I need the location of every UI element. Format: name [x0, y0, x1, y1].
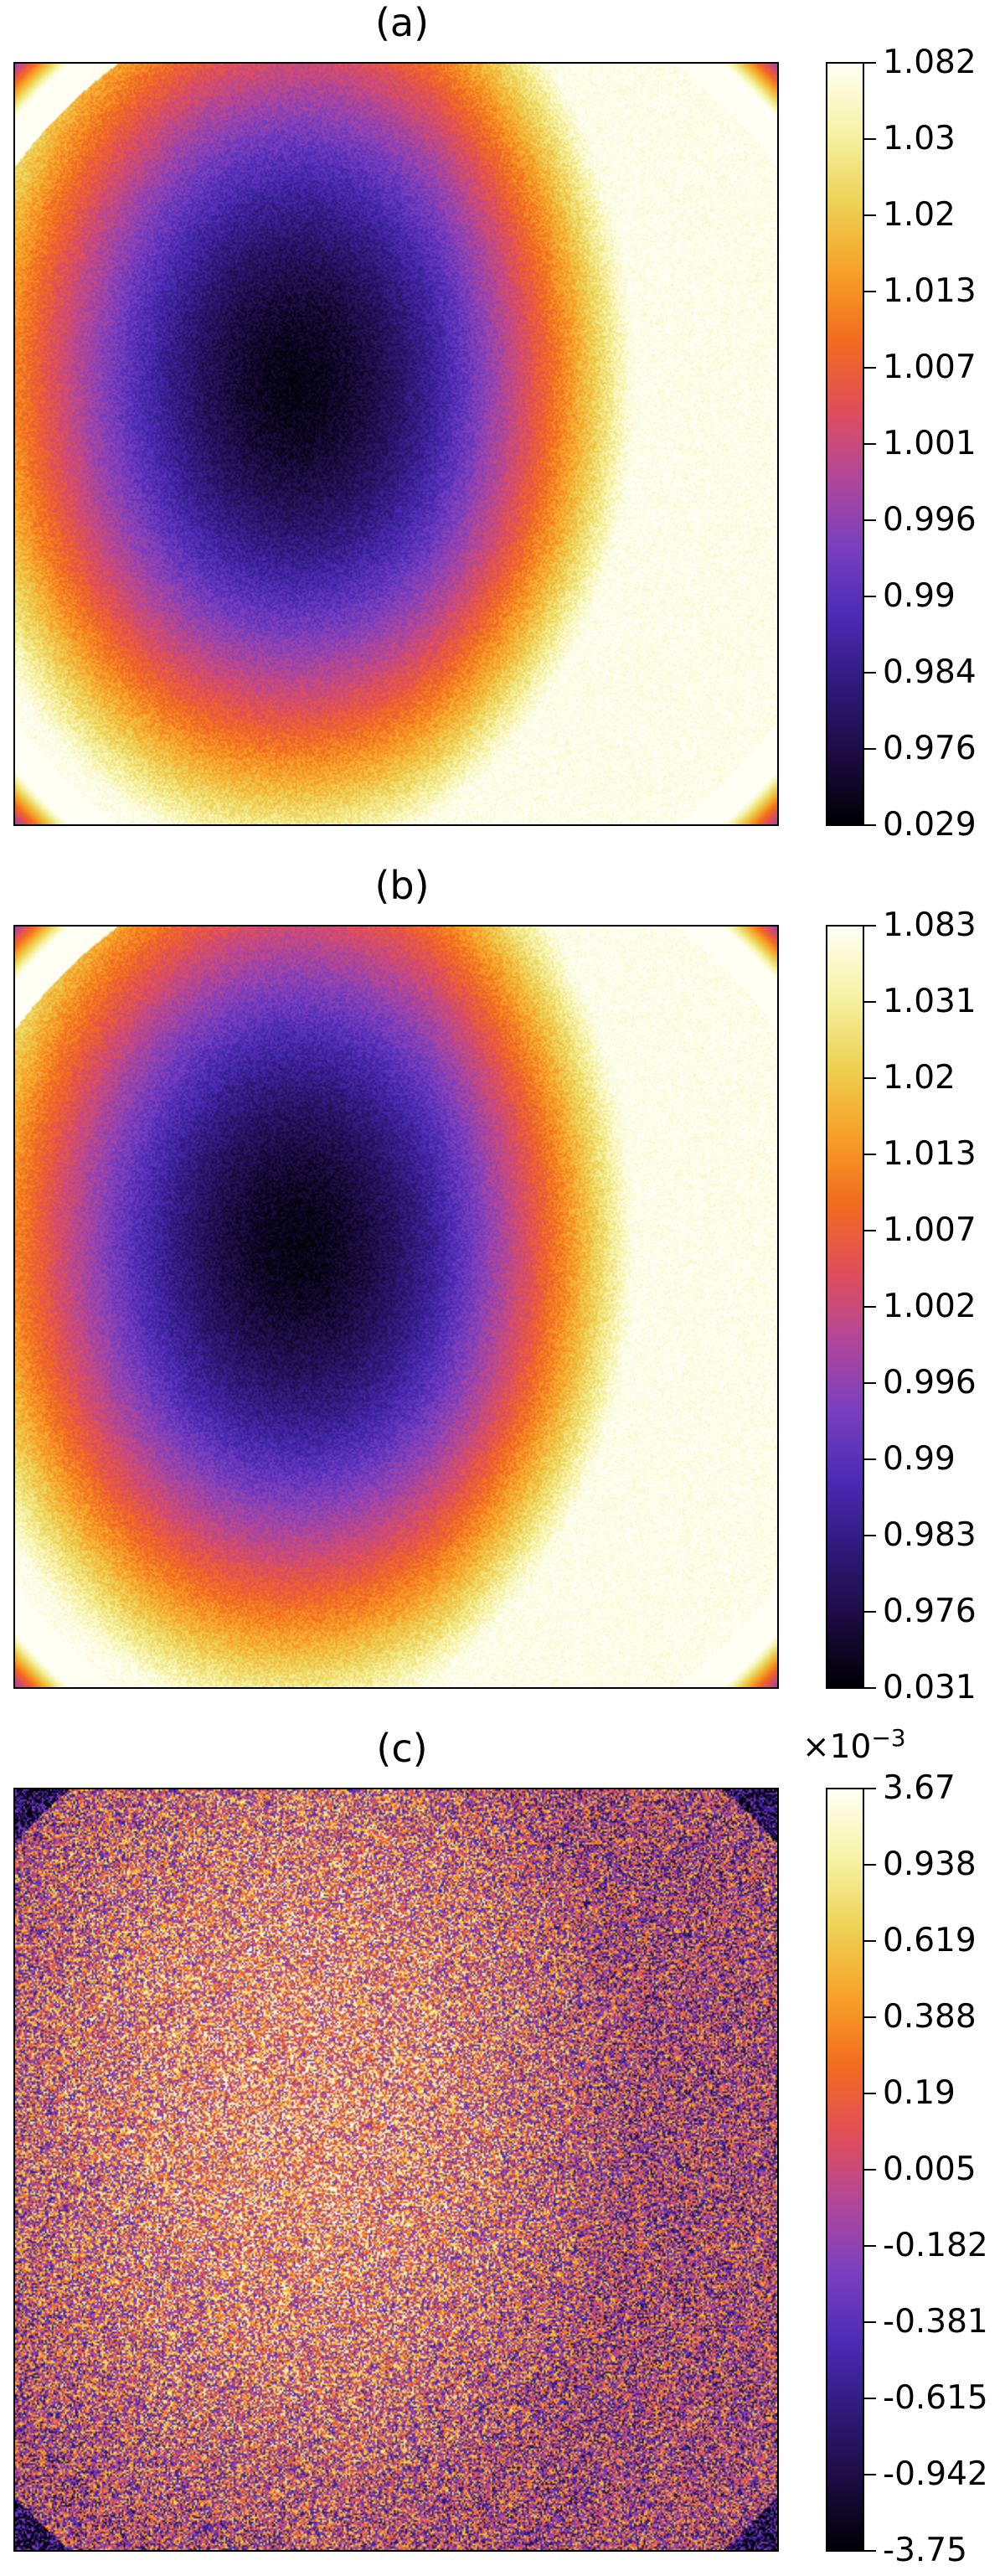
colorbar-tick	[864, 214, 876, 216]
colorbar-tick-label: 1.02	[883, 196, 956, 234]
colorbar-tick	[864, 62, 876, 64]
colorbar-tick-label: 1.007	[883, 348, 977, 386]
colorbar-tick-label: 0.976	[883, 1593, 977, 1630]
colorbar-tick-label: 1.03	[883, 120, 956, 157]
colorbar-tick-label: -0.942	[883, 2455, 988, 2493]
colorbar-tick	[864, 824, 876, 826]
colorbar-tick	[864, 1077, 876, 1079]
colorbar-tick	[864, 1611, 876, 1613]
colorbar-tick-label: 0.19	[883, 2074, 956, 2112]
colorbar-tick	[864, 1306, 876, 1308]
colorbar-tick-label: 0.388	[883, 1998, 977, 2036]
colorbar-tick-label: 0.984	[883, 653, 977, 691]
colorbar-tick	[864, 2016, 876, 2018]
panel-a-title: (a)	[374, 0, 430, 45]
colorbar-tick	[864, 1535, 876, 1536]
colorbar-tick	[864, 2474, 876, 2475]
colorbar-tick	[864, 138, 876, 140]
colorbar-tick-label: 0.983	[883, 1516, 977, 1554]
colorbar-tick-label: -0.182	[883, 2227, 988, 2264]
panel-c-colorbar	[826, 1788, 864, 2552]
colorbar-tick	[864, 2093, 876, 2094]
colorbar-tick-label: 0.99	[883, 1440, 956, 1478]
panel-c-title: (c)	[376, 1726, 428, 1771]
colorbar-tick	[864, 1864, 876, 1866]
colorbar-tick-label: 1.013	[883, 272, 977, 310]
colorbar-tick	[864, 1154, 876, 1155]
colorbar-tick-label: 0.976	[883, 730, 977, 767]
colorbar-tick-label: 0.619	[883, 1922, 977, 1959]
panel-c-colorbar-multiplier: ×10−3	[802, 1724, 906, 1766]
colorbar-tick	[864, 1230, 876, 1231]
panel-a-colorbar	[826, 62, 864, 826]
colorbar-tick-label: 0.996	[883, 501, 977, 539]
colorbar-tick	[864, 1458, 876, 1460]
colorbar-tick	[864, 2169, 876, 2171]
colorbar-tick-label: 1.007	[883, 1211, 977, 1249]
panel-b-heatmap	[13, 925, 779, 1689]
colorbar-tick-label: 0.996	[883, 1364, 977, 1402]
colorbar-tick-label: 1.02	[883, 1059, 956, 1097]
colorbar-tick	[864, 1687, 876, 1689]
colorbar-tick-label: 0.99	[883, 577, 956, 615]
colorbar-tick-label: 1.031	[883, 983, 977, 1020]
colorbar-tick-label: 0.005	[883, 2150, 977, 2188]
colorbar-tick	[864, 1788, 876, 1789]
colorbar-tick	[864, 672, 876, 674]
colorbar-tick	[864, 1940, 876, 1942]
colorbar-tick-label: 1.001	[883, 425, 977, 462]
colorbar-tick-label: 0.031	[883, 1669, 977, 1706]
colorbar-tick	[864, 2398, 876, 2399]
colorbar-tick	[864, 748, 876, 750]
colorbar-tick	[864, 367, 876, 369]
colorbar-tick	[864, 443, 876, 445]
multiplier-exponent: −3	[871, 1724, 906, 1752]
colorbar-tick	[864, 519, 876, 521]
colorbar-tick	[864, 2550, 876, 2552]
colorbar-tick	[864, 2245, 876, 2247]
multiplier-base: ×10	[802, 1728, 872, 1766]
colorbar-tick-label: 0.029	[883, 806, 977, 844]
colorbar-tick-label: 3.67	[883, 1769, 956, 1807]
panel-a-heatmap	[13, 62, 779, 826]
panel-c-heatmap	[13, 1788, 779, 2552]
colorbar-tick-label: -3.75	[883, 2532, 967, 2569]
colorbar-tick-label: 1.013	[883, 1135, 977, 1173]
panel-b-colorbar	[826, 925, 864, 1689]
panel-b-title: (b)	[374, 863, 430, 908]
colorbar-tick	[864, 1382, 876, 1384]
colorbar-tick-label: 1.002	[883, 1288, 977, 1325]
colorbar-tick-label: -0.615	[883, 2379, 988, 2417]
colorbar-tick	[864, 596, 876, 597]
colorbar-tick-label: 1.083	[883, 906, 977, 944]
colorbar-tick	[864, 1001, 876, 1003]
colorbar-tick-label: 0.938	[883, 1846, 977, 1883]
colorbar-tick-label: 1.082	[883, 44, 977, 81]
colorbar-tick-label: -0.381	[883, 2303, 988, 2341]
colorbar-tick	[864, 291, 876, 292]
colorbar-tick	[864, 2321, 876, 2323]
colorbar-tick	[864, 925, 876, 927]
